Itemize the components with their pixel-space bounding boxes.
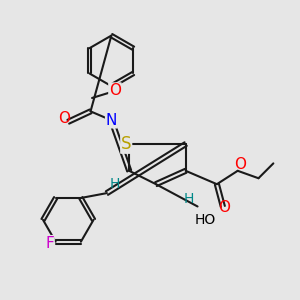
Text: S: S bbox=[121, 135, 131, 153]
Text: F: F bbox=[45, 236, 54, 251]
Text: H: H bbox=[109, 177, 119, 191]
Text: O: O bbox=[234, 157, 246, 172]
Text: O: O bbox=[218, 200, 230, 215]
Text: N: N bbox=[106, 113, 117, 128]
Text: O: O bbox=[109, 83, 121, 98]
Text: HO: HO bbox=[194, 213, 216, 227]
Text: O: O bbox=[58, 111, 70, 126]
Text: H: H bbox=[184, 192, 194, 206]
